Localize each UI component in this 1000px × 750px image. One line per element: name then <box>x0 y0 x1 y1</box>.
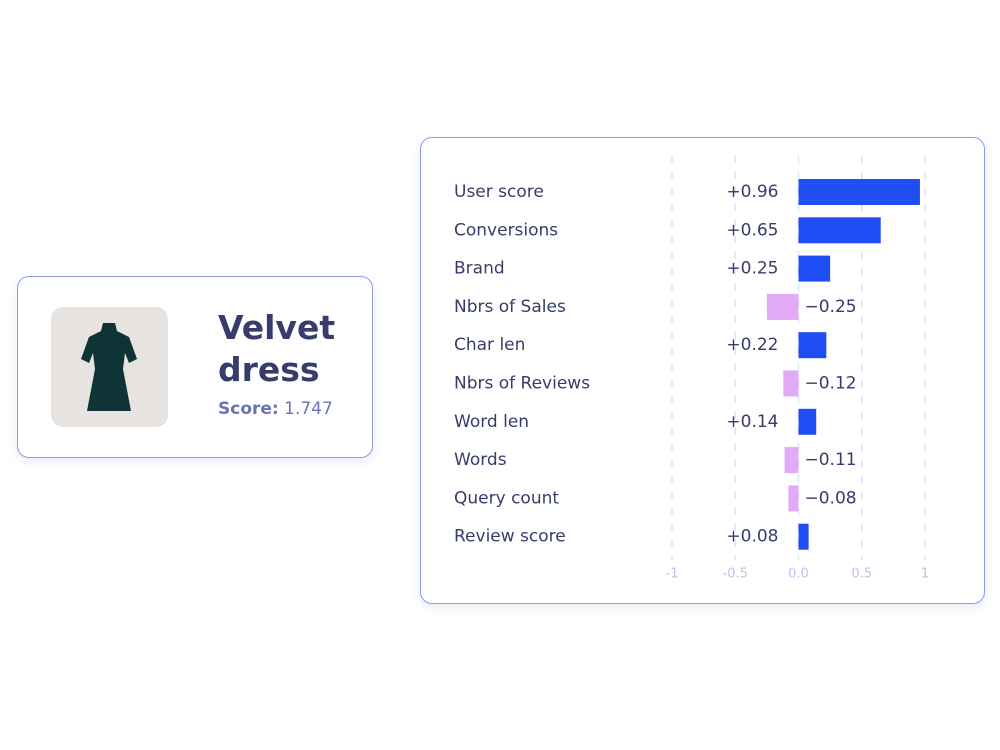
bar <box>798 179 920 205</box>
value-label: −0.25 <box>805 297 857 317</box>
x-tick-label: -1 <box>666 567 679 582</box>
x-tick-label: -0.5 <box>723 567 748 582</box>
product-card: Velvet dress Score: 1.747 <box>17 276 373 458</box>
value-label: +0.14 <box>726 412 778 432</box>
dress-icon <box>81 323 137 411</box>
product-image <box>51 307 168 427</box>
category-label: Nbrs of Reviews <box>454 374 590 394</box>
bar <box>784 447 799 474</box>
chart-card <box>420 137 985 604</box>
bar <box>798 255 831 282</box>
category-label: Brand <box>454 259 505 279</box>
value-label: −0.11 <box>805 450 857 470</box>
value-label: +0.65 <box>726 220 778 240</box>
category-label: Char len <box>454 335 525 355</box>
x-tick-label: 0.5 <box>851 567 872 582</box>
bar <box>798 332 827 359</box>
x-tick-label: 1 <box>921 567 929 582</box>
category-label: Query count <box>454 488 559 508</box>
value-label: +0.25 <box>726 259 778 279</box>
score-label: Score: <box>218 399 279 419</box>
category-label: User score <box>454 182 544 202</box>
bar <box>798 408 817 435</box>
bar <box>798 523 809 550</box>
x-tick-label: 0.0 <box>788 567 809 582</box>
bar <box>798 217 881 244</box>
product-title: Velvet dress <box>218 308 336 389</box>
bar <box>766 293 799 320</box>
value-label: −0.08 <box>805 488 857 508</box>
bar <box>783 370 799 397</box>
category-label: Words <box>454 450 507 470</box>
value-label: +0.22 <box>726 335 778 355</box>
value-label: +0.08 <box>726 527 778 547</box>
product-score: Score: 1.747 <box>218 399 333 419</box>
category-label: Conversions <box>454 220 558 240</box>
value-label: +0.96 <box>726 182 778 202</box>
category-label: Nbrs of Sales <box>454 297 566 317</box>
value-label: −0.12 <box>805 374 857 394</box>
bar <box>788 485 799 512</box>
category-label: Word len <box>454 412 529 432</box>
category-label: Review score <box>454 527 566 547</box>
score-value: 1.747 <box>284 399 333 419</box>
